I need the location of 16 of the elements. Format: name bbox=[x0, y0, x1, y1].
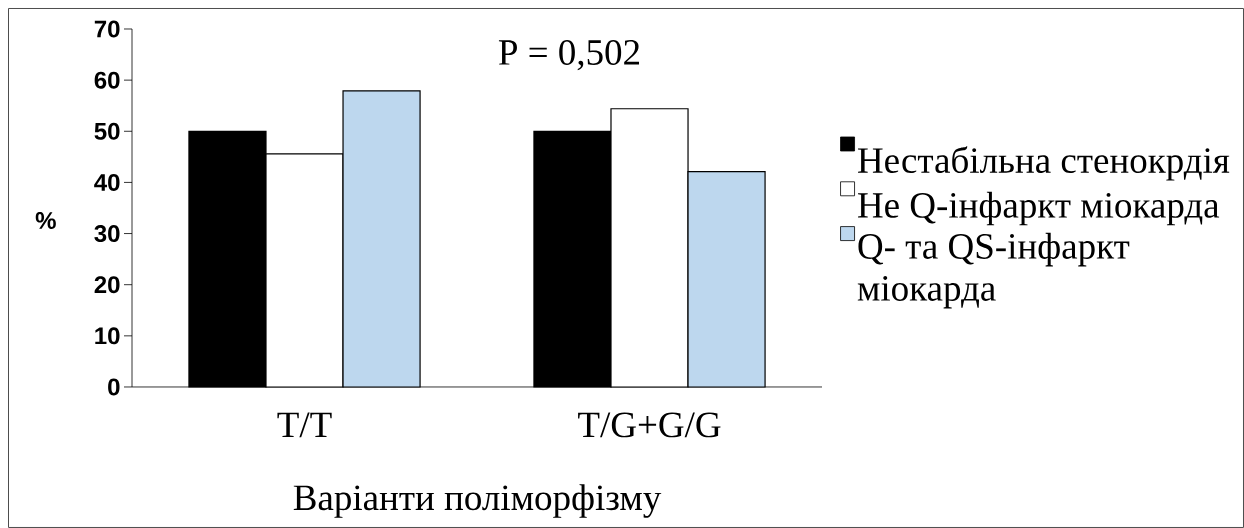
legend-label: Q- та QS-інфаркт міокарда bbox=[857, 232, 1130, 309]
x-tick-label: T/G+G/G bbox=[578, 412, 721, 438]
y-tick-label: 20 bbox=[94, 276, 120, 294]
legend-label: Не Q-інфаркт міокарда bbox=[858, 191, 1220, 226]
annotation: P = 0,502 bbox=[498, 39, 640, 71]
y-tick-label: 70 bbox=[94, 20, 120, 38]
y-tick-label: 10 bbox=[95, 327, 120, 345]
x-axis-title: Варіанти поліморфізму bbox=[293, 484, 662, 518]
y-tick-label: 30 bbox=[94, 225, 120, 243]
y-tick-label: 50 bbox=[94, 122, 120, 140]
y-tick-label: 0 bbox=[108, 378, 120, 396]
y-tick-label: 40 bbox=[94, 173, 120, 191]
x-tick-label: T/T bbox=[277, 412, 332, 438]
y-axis-title: % bbox=[35, 212, 56, 229]
y-tick-label: 60 bbox=[94, 71, 120, 89]
legend-label: Нестабільна стенокрдія bbox=[858, 146, 1230, 181]
